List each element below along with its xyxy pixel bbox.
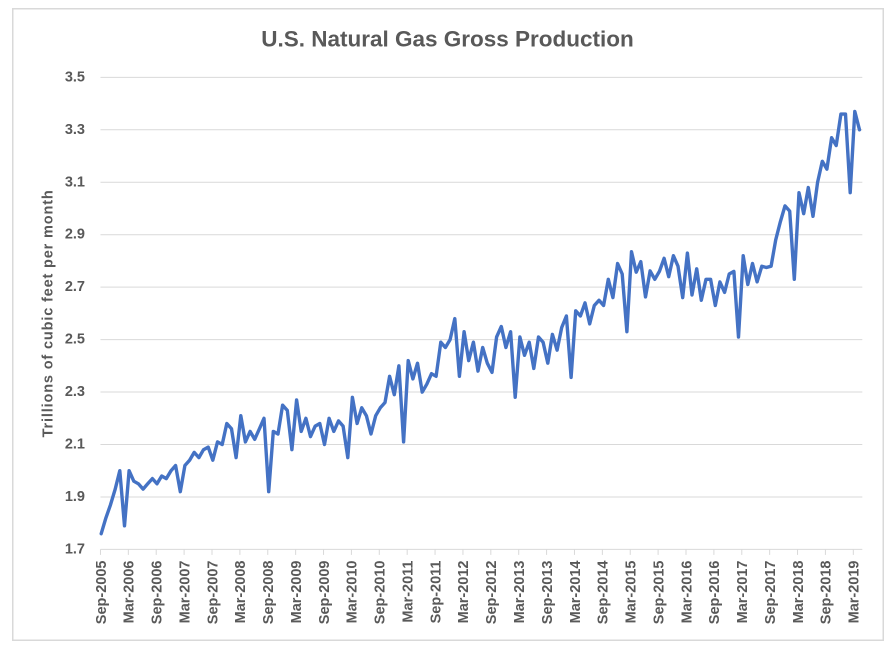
svg-text:Sep-2017: Sep-2017 [763, 561, 779, 625]
svg-text:Sep-2014: Sep-2014 [596, 561, 612, 625]
svg-text:Sep-2007: Sep-2007 [205, 561, 221, 625]
svg-text:Sep-2005: Sep-2005 [94, 561, 110, 625]
svg-text:Mar-2008: Mar-2008 [233, 561, 249, 624]
svg-text:U.S. Natural Gas Gross Product: U.S. Natural Gas Gross Production [261, 27, 634, 52]
svg-text:Mar-2019: Mar-2019 [847, 561, 863, 624]
svg-text:Sep-2015: Sep-2015 [651, 561, 667, 625]
svg-text:Sep-2010: Sep-2010 [373, 561, 389, 625]
svg-text:Sep-2013: Sep-2013 [540, 561, 556, 625]
svg-text:3.3: 3.3 [65, 122, 85, 138]
svg-text:2.7: 2.7 [65, 279, 85, 295]
svg-text:Mar-2011: Mar-2011 [400, 561, 416, 623]
svg-text:Trillions of cubic feet per mo: Trillions of cubic feet per month [40, 189, 56, 437]
svg-text:3.5: 3.5 [65, 69, 85, 85]
svg-text:Mar-2014: Mar-2014 [568, 561, 584, 624]
svg-text:Sep-2018: Sep-2018 [819, 561, 835, 625]
svg-text:1.9: 1.9 [65, 489, 85, 505]
svg-text:1.7: 1.7 [65, 541, 85, 557]
svg-text:Mar-2009: Mar-2009 [289, 561, 305, 624]
svg-text:2.9: 2.9 [65, 227, 85, 243]
svg-text:Sep-2012: Sep-2012 [484, 561, 500, 625]
svg-text:2.5: 2.5 [65, 332, 85, 348]
svg-text:3.1: 3.1 [65, 174, 85, 190]
svg-text:Sep-2006: Sep-2006 [150, 561, 166, 625]
svg-text:2.1: 2.1 [65, 437, 85, 453]
svg-text:Mar-2013: Mar-2013 [512, 561, 528, 624]
svg-text:Sep-2009: Sep-2009 [317, 561, 333, 625]
svg-text:Mar-2007: Mar-2007 [177, 561, 193, 624]
svg-text:Mar-2006: Mar-2006 [122, 561, 138, 624]
svg-text:Mar-2012: Mar-2012 [456, 561, 472, 624]
svg-text:Mar-2018: Mar-2018 [791, 561, 807, 624]
svg-text:Sep-2008: Sep-2008 [261, 561, 277, 625]
svg-text:2.3: 2.3 [65, 384, 85, 400]
svg-text:Mar-2010: Mar-2010 [345, 561, 361, 624]
svg-text:Sep-2011: Sep-2011 [428, 561, 444, 624]
svg-text:Mar-2015: Mar-2015 [624, 561, 640, 624]
svg-text:Mar-2017: Mar-2017 [735, 561, 751, 624]
svg-text:Sep-2016: Sep-2016 [707, 561, 723, 625]
svg-text:Mar-2016: Mar-2016 [679, 561, 695, 624]
